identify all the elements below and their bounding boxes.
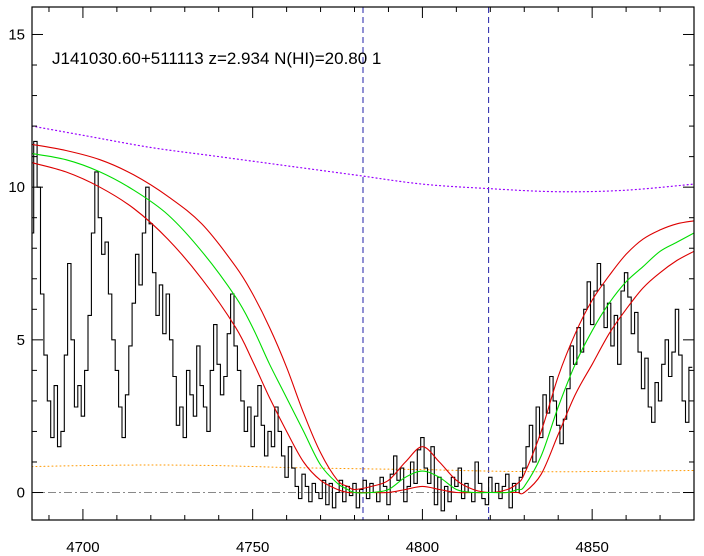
series-best-fit xyxy=(32,153,694,494)
series-error xyxy=(32,464,694,473)
y-tick-label: 10 xyxy=(8,179,25,196)
x-tick-label: 4850 xyxy=(575,539,608,556)
axes-layer: 4700 4750 4800 4850 0 5 10 15 xyxy=(8,6,695,556)
y-tick-label: 15 xyxy=(8,26,25,43)
chart-title: J141030.60+511113 z=2.934 N(HI)=20.80 1 xyxy=(52,49,381,68)
x-tick-label: 4700 xyxy=(66,539,99,556)
x-tick-label: 4800 xyxy=(406,539,439,556)
series-fit-lower xyxy=(32,162,694,495)
series-layer xyxy=(32,7,694,520)
plot-frame xyxy=(31,6,695,521)
plot-area xyxy=(32,7,694,520)
series-fit-upper xyxy=(32,143,694,494)
y-tick-label: 0 xyxy=(17,485,25,502)
x-tick-label: 4750 xyxy=(236,539,269,556)
series-continuum xyxy=(32,125,694,193)
y-tick-label: 5 xyxy=(17,332,25,349)
